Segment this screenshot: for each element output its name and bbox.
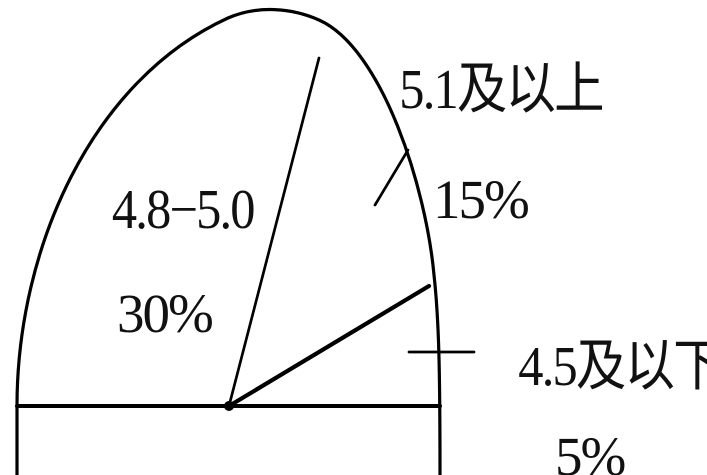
slice-label-5-1-and-above: 5.1及以上	[399, 59, 602, 121]
slice-boundary-top	[227, 56, 321, 408]
slice-percent-5: 5%	[555, 426, 625, 475]
slice-label-4-5-and-below: 4.5及以下	[518, 336, 707, 398]
slice-percent-15: 15%	[433, 169, 528, 230]
slice-label-4-8-5-0: 4.8−5.0	[112, 179, 254, 241]
slice-leader-5-1-and-above	[373, 148, 410, 207]
slice-boundary-lower	[226, 283, 432, 409]
pie-outline-arc	[15, 8, 442, 475]
slice-percent-30: 30%	[117, 283, 212, 344]
pie-center-dot	[224, 401, 234, 411]
